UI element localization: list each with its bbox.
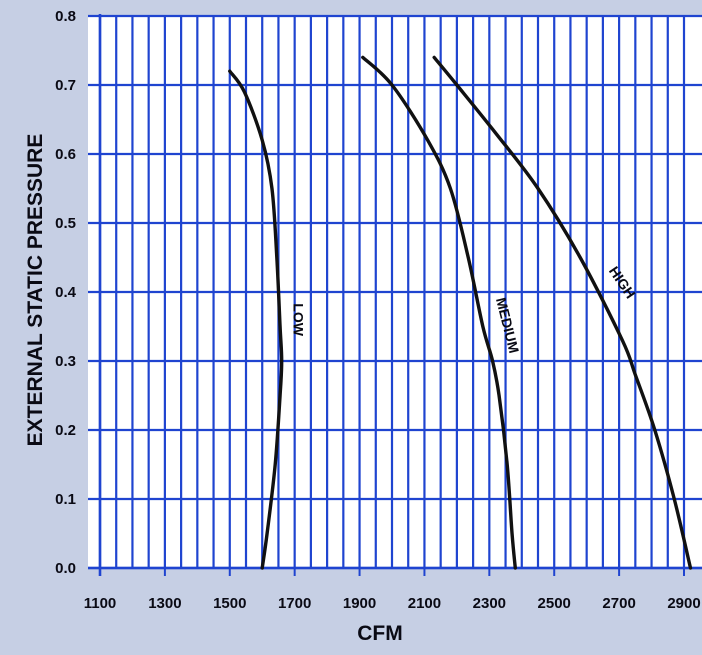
- y-tick-label: 0.3: [55, 353, 76, 370]
- x-tick-label: 2900: [667, 595, 700, 612]
- x-tick-label: 2700: [602, 595, 635, 612]
- x-tick-label: 1900: [343, 595, 376, 612]
- y-tick-label: 0.6: [55, 146, 76, 163]
- y-tick-label: 0.1: [55, 491, 76, 508]
- x-tick-label: 1300: [148, 595, 181, 612]
- series-label-low: LOW: [291, 303, 307, 336]
- y-tick-label: 0.0: [55, 560, 76, 577]
- series-line-low: [228, 69, 284, 570]
- y-tick-label: 0.5: [55, 215, 76, 232]
- x-tick-label: 1700: [278, 595, 311, 612]
- x-tick-label: 1100: [84, 595, 117, 612]
- x-axis-title: CFM: [357, 622, 403, 645]
- y-axis-title: EXTERNAL STATIC PRESSURE: [24, 134, 47, 447]
- y-tick-label: 0.8: [55, 8, 76, 25]
- x-tick-label: 2100: [408, 595, 441, 612]
- x-tick-label: 2300: [473, 595, 506, 612]
- y-tick-label: 0.7: [55, 77, 76, 94]
- axes: [88, 14, 702, 576]
- series: [228, 55, 693, 570]
- series-line-medium: [361, 55, 517, 570]
- y-tick-label: 0.4: [55, 284, 77, 301]
- y-tick-label: 0.2: [55, 422, 76, 439]
- series-line-high: [432, 55, 693, 570]
- x-tick-label: 1500: [213, 595, 246, 612]
- x-tick-label: 2500: [538, 595, 571, 612]
